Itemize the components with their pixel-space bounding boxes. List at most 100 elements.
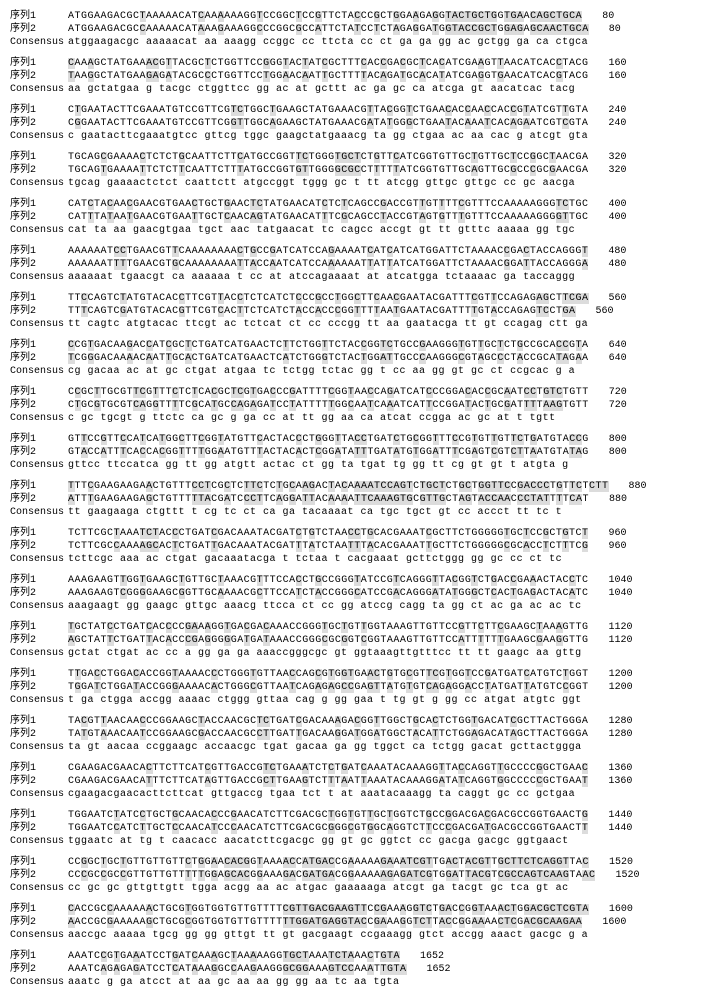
seq1-sequence: TACGTTAACAACCCGGAAGCTACCAACGCTCTGATCGACA… (68, 715, 588, 728)
seq1-row: 序列1TTCCAGTCTATGTACACCTTCGTTACCTCTCATCTCC… (10, 292, 696, 305)
seq2-sequence: TCTTCGCCAAAAGCACTCTGATTGACAAATACGATTTATC… (68, 540, 588, 553)
consensus-label: Consensus (10, 929, 68, 942)
consensus-sequence: tt cagtc atgtacac ttcgt ac tctcat ct cc … (68, 318, 588, 331)
seq1-sequence: CAAAGCTATGAAACGTTACGCTCTGGTTCCGGGTACTATC… (68, 57, 589, 70)
consensus-sequence: tggaatc at tg t caacacc aacatcttcgacgc g… (68, 835, 569, 848)
seq1-pos: 1360 (608, 762, 632, 775)
seq1-sequence: CCGCTTGCGTTCGTTTCTCTCACGCTCGTGACCCGATTTT… (68, 386, 589, 399)
seq1-row: 序列1TCTTCGCTAAATCTACCCTGATCGACAAATACGATCT… (10, 527, 696, 540)
seq2-sequence: GTACCATTTCACCACGGTTTTGGAATGTTTACTACACTCG… (68, 446, 589, 459)
consensus-sequence: tcttcgc aaa ac ctgat gacaaatacga t tctaa… (68, 553, 562, 566)
consensus-row: Consensustggaatc at tg t caacacc aacatct… (10, 835, 696, 848)
seq2-label: 序列2 (10, 728, 68, 741)
seq1-sequence: ATGGAAGACGCTAAAAACATCAAAAAAGGTCCGGCTCCGT… (68, 10, 582, 23)
consensus-label: Consensus (10, 835, 68, 848)
alignment-block: 序列1GTTCCGTTCCATCATGGCTTCGGTATGTTCACTACCC… (10, 433, 696, 472)
seq1-sequence: GTTCCGTTCCATCATGGCTTCGGTATGTTCACTACCCTGG… (68, 433, 589, 446)
seq1-sequence: CCGGCTGCTGTTGTTGTTCTGGAACACGGTAAAACCATGA… (68, 856, 589, 869)
consensus-label: Consensus (10, 318, 68, 331)
seq1-row: 序列1CATCTACAACGAACGTGAACTGCTGAACTCTATGAAC… (10, 198, 696, 211)
consensus-sequence: aaagaagt gg gaagc gttgc aaacg ttcca ct c… (68, 600, 582, 613)
seq1-label: 序列1 (10, 104, 68, 117)
seq2-pos: 1520 (615, 869, 639, 882)
consensus-sequence: ta gt aacaa ccggaagc accaacgc tgat gacaa… (68, 741, 582, 754)
seq1-label: 序列1 (10, 57, 68, 70)
alignment-block: 序列1ATGGAAGACGCTAAAAACATCAAAAAAGGTCCGGCTC… (10, 10, 696, 49)
seq2-label: 序列2 (10, 70, 68, 83)
seq1-label: 序列1 (10, 480, 68, 493)
seq2-row: 序列2AAAGAAGTCGGGGAAGCGGTTGCAAAACGCTTCCATC… (10, 587, 696, 600)
seq2-pos: 1440 (608, 822, 632, 835)
seq1-label: 序列1 (10, 809, 68, 822)
seq1-sequence: TGGAATCTATCCTGCTGCAACACCCGAACATCTTCGACGC… (68, 809, 588, 822)
seq2-sequence: ATGGAAGACGCCAAAAACATAAAGAAAGGCCCGGCGCCAT… (68, 23, 589, 36)
seq1-row: 序列1TGGAATCTATCCTGCTGCAACACCCGAACATCTTCGA… (10, 809, 696, 822)
consensus-label: Consensus (10, 600, 68, 613)
consensus-sequence: c gc tgcgt g ttctc ca gc g ga cc at tt g… (68, 412, 556, 425)
seq1-pos: 160 (609, 57, 627, 70)
seq2-pos: 960 (608, 540, 626, 553)
seq1-row: 序列1CAAAGCTATGAAACGTTACGCTCTGGTTCCGGGTACT… (10, 57, 696, 70)
alignment-block: 序列1AAAGAAGTTGGTGAAGCTGTTGCTAAACGTTTCCACC… (10, 574, 696, 613)
seq1-label: 序列1 (10, 386, 68, 399)
seq1-row: 序列1CCGGCTGCTGTTGTTGTTCTGGAACACGGTAAAACCA… (10, 856, 696, 869)
consensus-row: Consensusaaccgc aaaaa tgcg gg gg gttgt t… (10, 929, 696, 942)
seq2-label: 序列2 (10, 352, 68, 365)
consensus-row: Consensustt cagtc atgtacac ttcgt ac tctc… (10, 318, 696, 331)
consensus-label: Consensus (10, 177, 68, 190)
seq1-row: 序列1CACCGCCAAAAAACTGCGTGGTGGTGTTGTTTTCGTT… (10, 903, 696, 916)
seq1-pos: 960 (608, 527, 626, 540)
seq1-sequence: CGAAGACGAACACTTCTTCATCGTTGACCGTCTGAAATCT… (68, 762, 588, 775)
seq1-label: 序列1 (10, 903, 68, 916)
seq2-label: 序列2 (10, 916, 68, 929)
consensus-sequence: aaaaaat tgaacgt ca aaaaaa t cc at atccag… (68, 271, 575, 284)
seq2-row: 序列2TATGTAAACAATCCGGAAGCGACCAACGCCTTGATTG… (10, 728, 696, 741)
seq2-pos: 800 (609, 446, 627, 459)
seq2-row: 序列2TGCAGTGAAAATTCTCTTCAATTCTTTATGCCGGTGT… (10, 164, 696, 177)
consensus-label: Consensus (10, 553, 68, 566)
seq1-pos: 480 (608, 245, 626, 258)
consensus-label: Consensus (10, 412, 68, 425)
alignment-block: 序列1TACGTTAACAACCCGGAAGCTACCAACGCTCTGATCG… (10, 715, 696, 754)
seq1-label: 序列1 (10, 339, 68, 352)
seq1-pos: 1120 (609, 621, 633, 634)
consensus-label: Consensus (10, 976, 68, 989)
seq1-sequence: TCTTCGCTAAATCTACCCTGATCGACAAATACGATCTGTC… (68, 527, 588, 540)
seq2-pos: 1200 (609, 681, 633, 694)
consensus-sequence: c gaatacttcgaaatgtcc gttcg tggc gaagctat… (68, 130, 588, 143)
seq1-pos: 1280 (608, 715, 632, 728)
consensus-label: Consensus (10, 741, 68, 754)
seq2-row: 序列2CTGCGTGCGTCAGGTTTTCGCATGCCAGAGATCCTAT… (10, 399, 696, 412)
seq1-sequence: AAAGAAGTTGGTGAAGCTGTTGCTAAACGTTTCCACCTGC… (68, 574, 589, 587)
seq1-sequence: AAAAAATCCTGAACGTTCAAAAAAAACTGCCGATCATCCA… (68, 245, 588, 258)
seq1-pos: 560 (609, 292, 627, 305)
seq1-row: 序列1AAAAAATCCTGAACGTTCAAAAAAAACTGCCGATCAT… (10, 245, 696, 258)
seq2-row: 序列2CCCGCCGCCGTTGTTGTTTTTGGAGCACGGAAAGACG… (10, 869, 696, 882)
seq2-label: 序列2 (10, 164, 68, 177)
consensus-row: Consensust ga ctgga accgg aaaac ctggg gt… (10, 694, 696, 707)
seq1-row: 序列1AAAGAAGTTGGTGAAGCTGTTGCTAAACGTTTCCACC… (10, 574, 696, 587)
seq2-label: 序列2 (10, 587, 68, 600)
alignment-block: 序列1CACCGCCAAAAAACTGCGTGGTGGTGTTGTTTTCGTT… (10, 903, 696, 942)
consensus-row: Consensusaa gctatgaa g tacgc ctggttcc gg… (10, 83, 696, 96)
consensus-label: Consensus (10, 788, 68, 801)
seq2-sequence: TTTCAGTCGATGTACACGTTCGTCACTTCTCATCTACCAC… (68, 305, 576, 318)
consensus-sequence: cc gc gc gttgttgtt tgga acgg aa ac atgac… (68, 882, 569, 895)
seq2-row: 序列2TGGATCTGGATACCGGGAAAACACTGGGCGTTAATCA… (10, 681, 696, 694)
consensus-row: Consensusc gc tgcgt g ttctc ca gc g ga c… (10, 412, 696, 425)
consensus-row: Consensusaaagaagt gg gaagc gttgc aaacg t… (10, 600, 696, 613)
consensus-row: Consensusta gt aacaa ccggaagc accaacgc t… (10, 741, 696, 754)
seq2-label: 序列2 (10, 634, 68, 647)
consensus-sequence: tgcag gaaaactctct caattctt atgccggt tggg… (68, 177, 575, 190)
alignment-block: 序列1TCTTCGCTAAATCTACCCTGATCGACAAATACGATCT… (10, 527, 696, 566)
seq1-label: 序列1 (10, 10, 68, 23)
seq2-sequence: CTGCGTGCGTCAGGTTTTCGCATGCCAGAGATCCTATTTT… (68, 399, 589, 412)
seq1-row: 序列1TACGTTAACAACCCGGAAGCTACCAACGCTCTGATCG… (10, 715, 696, 728)
seq1-row: 序列1ATGGAAGACGCTAAAAACATCAAAAAAGGTCCGGCTC… (10, 10, 696, 23)
seq2-row: 序列2GTACCATTTCACCACGGTTTTGGAATGTTTACTACAC… (10, 446, 696, 459)
seq2-pos: 640 (609, 352, 627, 365)
seq1-label: 序列1 (10, 715, 68, 728)
alignment-block: 序列1TTTCGAAGAAGAACTGTTTCCTCGCTCTTCTCTGCAA… (10, 480, 696, 519)
consensus-row: Consensuscgaagacgaacacttcttcat gttgaccg … (10, 788, 696, 801)
seq1-pos: 1440 (608, 809, 632, 822)
